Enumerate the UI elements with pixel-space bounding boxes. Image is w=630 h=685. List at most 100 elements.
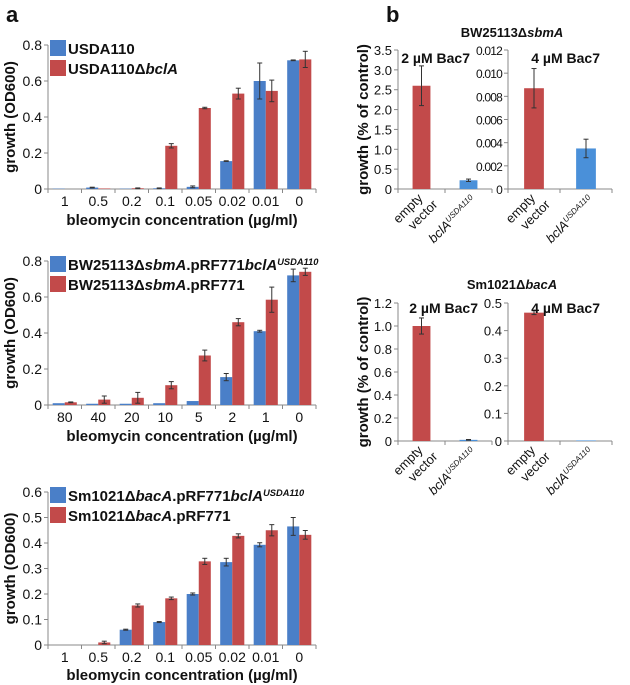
- bar: [253, 331, 266, 405]
- y-tick-label: 0.2: [484, 379, 502, 394]
- bar: [524, 88, 544, 189]
- legend-label: BW25113ΔsbmA.pRF771: [68, 277, 245, 294]
- bar: [198, 355, 211, 405]
- legend-label: Sm1021ΔbacA.pRF771bclAUSDA110​: [68, 488, 305, 505]
- bar: [287, 275, 300, 405]
- chart-a1: 0 0.2 0.4 0.6 0.8 1 0.5 0.2 0.1 0.05 0.02 0.01 0 USDA…: [2, 37, 317, 229]
- text-run: Sm1021Δ: [68, 508, 136, 525]
- y-tick-label: 0.5: [484, 296, 502, 311]
- y-tick-label: 0.4: [23, 325, 43, 341]
- bar: [153, 403, 166, 405]
- chart-b3: 00.20.40.60.81.01.2emptyvectorbclAUSDA11…: [355, 296, 493, 498]
- bar: [232, 535, 245, 645]
- chart-title: 4 µM Bac7: [531, 50, 600, 66]
- y-tick-label: 0.5: [374, 162, 392, 177]
- legend-label: USDA110ΔbclA: [68, 61, 178, 78]
- x-tick-label: 0.5: [89, 649, 109, 665]
- gene-name: bclA: [231, 488, 264, 505]
- y-tick-label: 0.4: [484, 324, 502, 339]
- panel-label-a: a: [6, 2, 19, 27]
- bar: [52, 403, 65, 405]
- x-tick-label: 1: [262, 409, 270, 425]
- bar: [412, 326, 431, 441]
- x-tick-label: 0: [295, 193, 303, 209]
- bar: [412, 85, 431, 189]
- legend-swatch: [50, 487, 66, 503]
- legend-swatch: [50, 507, 66, 523]
- x-tick-label: 1: [61, 193, 69, 209]
- chart-title: 2 µM Bac7: [401, 50, 470, 66]
- chart-title: 4 µM Bac7: [531, 300, 600, 316]
- y-tick-label: 1.0: [374, 142, 392, 157]
- x-axis-label: bleomycin concentration (µg/ml): [66, 667, 297, 684]
- bar: [186, 594, 199, 645]
- y-tick-label: 1.0: [374, 319, 392, 334]
- text-run: USDA110: [68, 41, 135, 58]
- y-tick-label: 2.0: [374, 103, 392, 118]
- y-tick-label: 3.5: [374, 43, 392, 58]
- bar: [299, 59, 312, 190]
- x-tick-label: 2: [228, 409, 236, 425]
- text-run: BW25113Δ: [461, 25, 527, 40]
- x-axis-label: bleomycin concentration (µg/ml): [66, 428, 297, 445]
- y-tick-label: 0.6: [23, 73, 43, 89]
- y-tick-label: 1.5: [374, 122, 392, 137]
- y-tick-label: 0: [495, 434, 502, 449]
- y-tick-label: 0.4: [374, 388, 392, 403]
- y-tick-label: 0.4: [23, 109, 43, 125]
- legend-swatch: [50, 256, 66, 272]
- y-axis-label: growth (% of control): [355, 297, 372, 448]
- bar: [253, 81, 266, 189]
- bar: [98, 188, 111, 189]
- superscript: USDA110: [277, 257, 319, 267]
- bar: [86, 403, 99, 405]
- group-title-b-top: BW25113ΔsbmA: [461, 25, 564, 40]
- text-run: .pRF771: [186, 257, 244, 274]
- x-tick-label: 5: [195, 409, 203, 425]
- y-tick-label: 3.0: [374, 63, 392, 78]
- y-tick-label: 0: [385, 434, 392, 449]
- bar: [119, 403, 132, 405]
- x-tick-label: 0.5: [89, 193, 109, 209]
- superscript: USDA110: [444, 445, 476, 477]
- x-tick-label: 0.02: [219, 193, 246, 209]
- x-tick-label: 0.02: [219, 649, 246, 665]
- bar: [287, 526, 300, 645]
- gene-name: bclA: [145, 61, 178, 78]
- y-tick-label: 0.5: [23, 510, 43, 526]
- x-tick-label: bclAUSDA110​: [543, 192, 597, 246]
- bar: [265, 530, 278, 645]
- x-tick-label: 0.1: [156, 193, 176, 209]
- bar: [232, 322, 245, 405]
- bar: [576, 440, 596, 441]
- chart-b2: 0 0.002 0.004 0.006 0.008 0.010 0.012 emptyvect…: [476, 44, 613, 246]
- bar: [232, 93, 245, 189]
- x-tick-label: 1: [61, 649, 69, 665]
- gene-name: sbmA: [527, 25, 563, 40]
- bar: [299, 534, 312, 645]
- legend-label: USDA110: [68, 41, 135, 58]
- text-run: USDA110Δ: [68, 61, 146, 78]
- y-tick-label: 0.8: [23, 253, 43, 269]
- x-tick-label: 10: [157, 409, 173, 425]
- bar: [265, 90, 278, 189]
- x-tick-label: 0.2: [122, 649, 142, 665]
- legend-swatch: [50, 60, 66, 76]
- y-tick-label: 0: [34, 181, 42, 197]
- y-tick-label: 0.008: [476, 90, 503, 104]
- y-tick-label: 0.2: [23, 586, 43, 602]
- x-tick-label: 40: [90, 409, 106, 425]
- y-tick-label: 0: [496, 183, 503, 197]
- chart-title: 2 µM Bac7: [409, 300, 478, 316]
- chart-a3: 0 0.1 0.2 0.3 0.4 0.5 0.6 1 0.5 0.2 0.1 0.05 0.02 0.0…: [2, 484, 317, 684]
- x-tick-label: 80: [57, 409, 73, 425]
- bar: [220, 161, 233, 189]
- bar: [576, 148, 596, 189]
- y-tick-label: 0.012: [476, 44, 503, 58]
- bar: [165, 385, 178, 405]
- bar: [198, 108, 211, 189]
- y-tick-label: 0.2: [23, 361, 43, 377]
- y-tick-label: 0: [34, 397, 42, 413]
- bar: [165, 598, 178, 645]
